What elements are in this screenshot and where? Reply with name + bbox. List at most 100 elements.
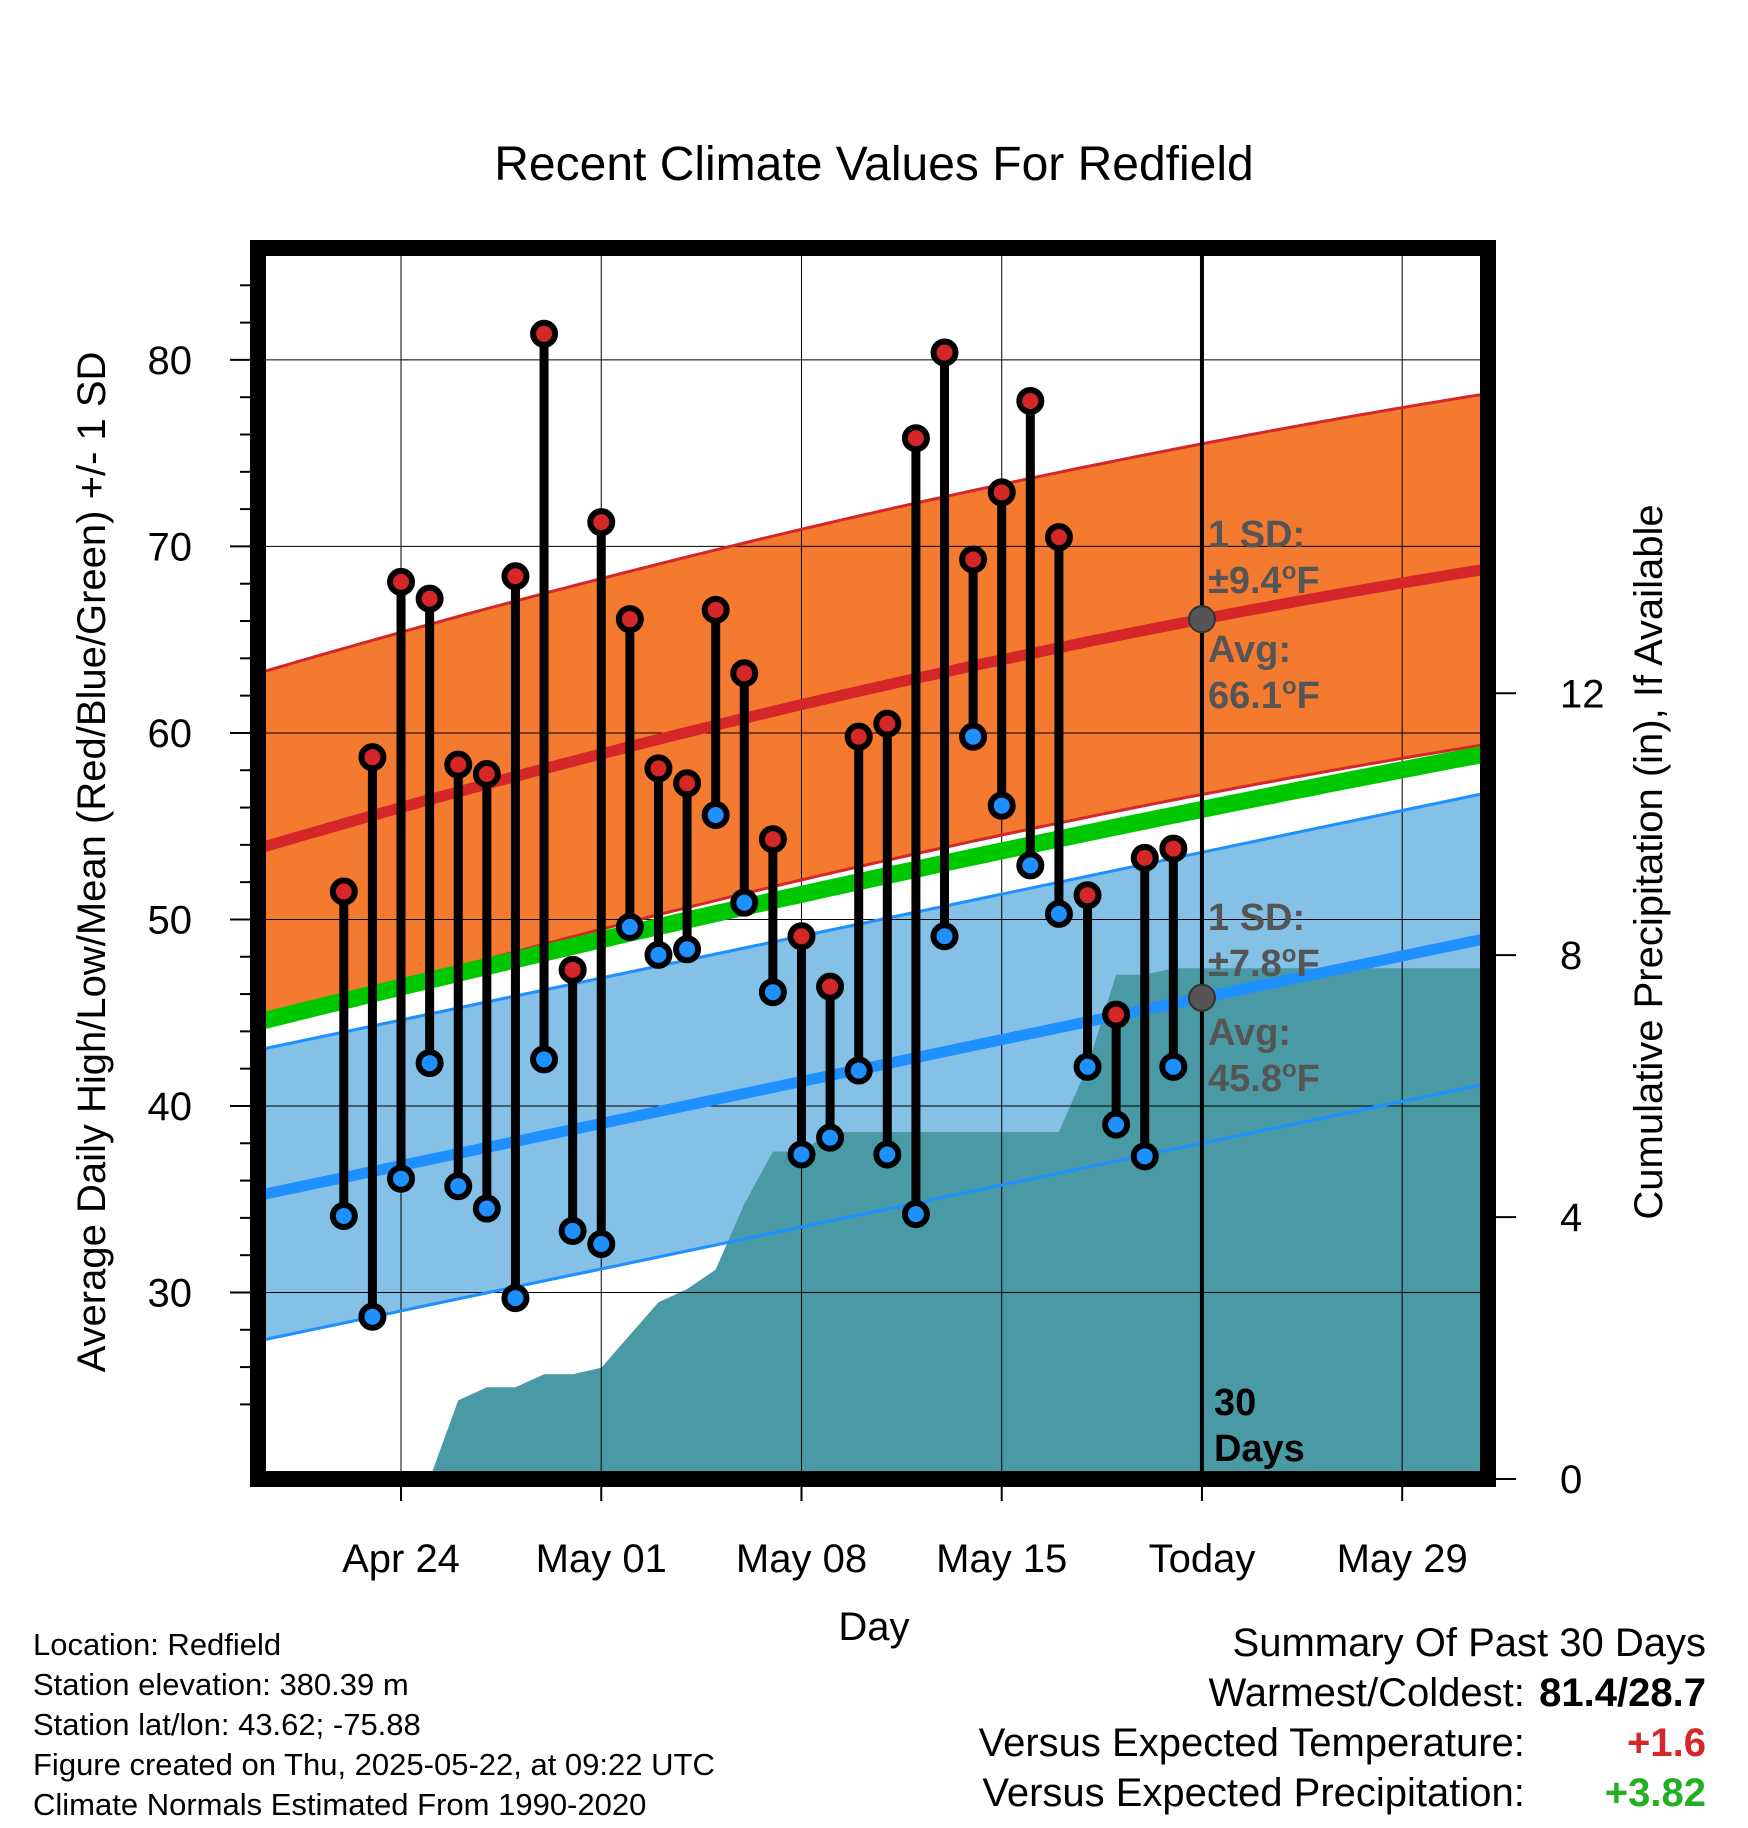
low-annotation-unit: F	[1296, 943, 1319, 985]
high-point	[444, 750, 473, 779]
low-point	[816, 1123, 845, 1152]
x-axis-label: Day	[838, 1605, 909, 1649]
high-annotation-avg-value: 66.1oF	[1208, 673, 1320, 717]
high-point	[987, 478, 1016, 507]
high-annotation-unit: F	[1297, 675, 1320, 717]
low-point	[444, 1172, 473, 1201]
low-point	[644, 940, 673, 969]
plot-frame	[250, 240, 1496, 1487]
high-annotation-sd-title: 1 SD:	[1208, 514, 1305, 556]
y2-axis-label: Cumulative Precipitation (in), If Availa…	[1627, 504, 1671, 1219]
low-annotation-avg-title: Avg:	[1208, 1012, 1291, 1054]
low-upper-sd-line	[257, 791, 1489, 1052]
high-point	[844, 722, 873, 751]
high-point	[358, 743, 387, 772]
y-tick-label: 60	[148, 712, 193, 756]
high-annotation-degree: o	[1282, 558, 1297, 585]
y-tick-label: 80	[148, 339, 193, 383]
high-point	[901, 424, 930, 453]
high-point	[959, 545, 988, 574]
low-annotation-degree: o	[1282, 1056, 1297, 1083]
low-point	[1159, 1052, 1188, 1081]
x-tick-label: May 15	[936, 1537, 1067, 1581]
high-point	[930, 338, 959, 367]
low-point	[844, 1056, 873, 1085]
high-point	[415, 584, 444, 613]
low-point	[358, 1302, 387, 1331]
low-point	[615, 912, 644, 941]
low-point	[959, 722, 988, 751]
low-annotation-degree: o	[1282, 941, 1297, 968]
high-point	[1159, 834, 1188, 863]
low-point	[530, 1045, 559, 1074]
today-marker-label: Days	[1214, 1428, 1305, 1470]
low-point	[415, 1049, 444, 1078]
high-point	[816, 972, 845, 1001]
text-layer: 30 40 50 60 70 80 0 4 8 12 Apr 24 May 01 May 08 May 1…	[70, 138, 1671, 1649]
high-annotation-sd-value: ±9.4oF	[1208, 558, 1320, 602]
high-point	[501, 562, 530, 591]
today-high-normal-marker	[1187, 605, 1216, 634]
high-normal-line	[256, 563, 1489, 854]
high-point	[472, 759, 501, 788]
high-point	[873, 709, 902, 738]
low-annotation-sd-title: 1 SD:	[1208, 897, 1305, 939]
daily-data-layer	[329, 319, 1216, 1331]
frame-layer	[230, 240, 1516, 1501]
footer-created: Figure created on Thu, 2025-05-22, at 09…	[33, 1747, 715, 1782]
normal-lines-layer	[256, 248, 1490, 1479]
summary-precip-value: +3.82	[1604, 1771, 1706, 1815]
low-point	[930, 922, 959, 951]
summary-warmest-value: 81.4/28.7	[1539, 1671, 1706, 1715]
high-point	[1044, 523, 1073, 552]
y-tick-label: 30	[148, 1271, 193, 1315]
x-tick-label: May 01	[536, 1537, 667, 1581]
low-point	[558, 1216, 587, 1245]
low-point	[329, 1202, 358, 1231]
low-point	[758, 978, 787, 1007]
low-point	[873, 1140, 902, 1169]
footer-normals: Climate Normals Estimated From 1990-2020	[33, 1787, 647, 1822]
y2-tick-label: 0	[1560, 1458, 1582, 1502]
high-point	[673, 769, 702, 798]
mean-normal-line	[256, 745, 1490, 1031]
low-point	[987, 791, 1016, 820]
low-point	[1130, 1142, 1159, 1171]
high-point	[644, 754, 673, 783]
x-tick-label: Today	[1149, 1537, 1256, 1581]
low-normal-line	[256, 932, 1490, 1201]
high-point	[558, 955, 587, 984]
low-annotation-avg-value: 45.8oF	[1208, 1056, 1320, 1100]
summary-warmest-row: Warmest/Coldest: 81.4/28.7	[979, 1668, 1707, 1718]
summary-precip-label: Versus Expected Precipitation:	[982, 1771, 1525, 1815]
high-point	[530, 319, 559, 348]
high-point	[615, 605, 644, 634]
summary-panel: Summary Of Past 30 Days Warmest/Coldest:…	[979, 1618, 1706, 1818]
summary-precip-row: Versus Expected Precipitation: +3.82	[979, 1768, 1706, 1818]
high-upper-sd-line	[257, 392, 1489, 675]
high-annotation-avg-title: Avg:	[1208, 629, 1291, 671]
high-annotation-degree: o	[1282, 673, 1297, 700]
high-point	[587, 508, 616, 537]
today-marker-label: 30	[1214, 1382, 1256, 1424]
footer-location: Location: Redfield	[33, 1627, 282, 1662]
summary-temp-row: Versus Expected Temperature: +1.6	[979, 1718, 1706, 1768]
low-point	[501, 1284, 530, 1313]
y2-tick-label: 8	[1560, 934, 1582, 978]
summary-title: Summary Of Past 30 Days	[1232, 1621, 1706, 1665]
low-point	[1073, 1052, 1102, 1081]
today-low-normal-marker	[1187, 983, 1216, 1012]
low-annotation-unit: F	[1297, 1058, 1320, 1100]
footer-latlon: Station lat/lon: 43.62; -75.88	[33, 1707, 421, 1742]
low-point	[472, 1194, 501, 1223]
low-point	[1044, 899, 1073, 928]
summary-warmest-label: Warmest/Coldest:	[1208, 1671, 1525, 1715]
low-point	[1102, 1110, 1131, 1139]
y-tick-label: 70	[148, 525, 193, 569]
summary-temp-value: +1.6	[1627, 1721, 1706, 1765]
chart-title: Recent Climate Values For Redfield	[494, 138, 1253, 191]
low-point	[701, 801, 730, 830]
x-tick-label: May 29	[1337, 1537, 1468, 1581]
high-point	[787, 922, 816, 951]
high-point	[701, 595, 730, 624]
